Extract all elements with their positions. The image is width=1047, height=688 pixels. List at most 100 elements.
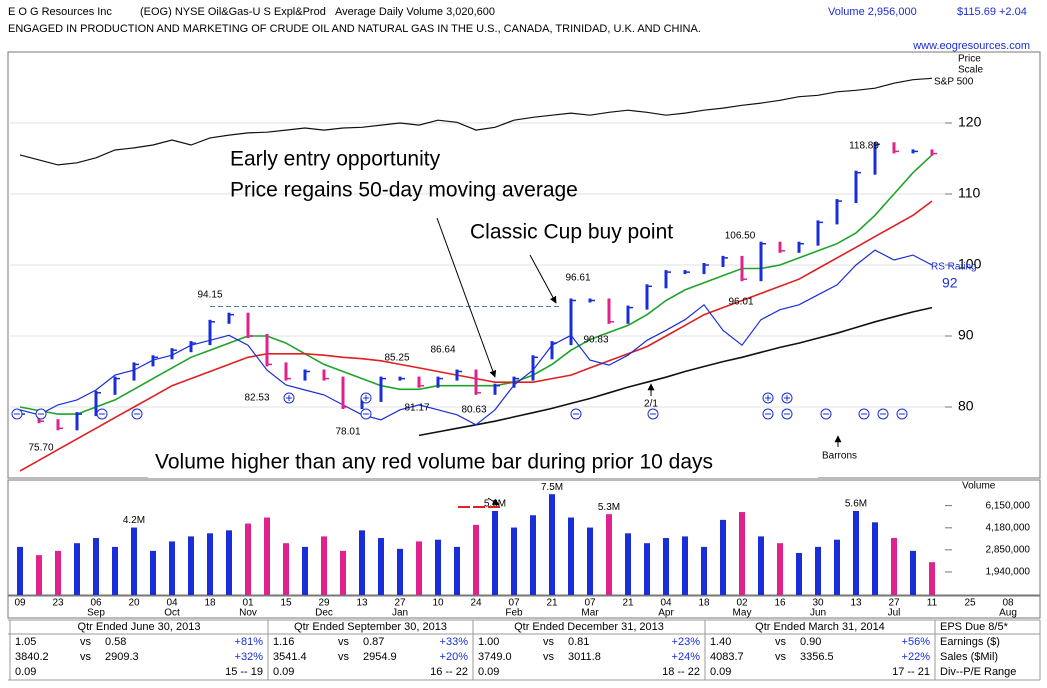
- month-label: May: [733, 608, 752, 619]
- symbol: (EOG) NYSE Oil&Gas-U S Expl&Prod: [140, 6, 326, 18]
- event-marker: [784, 395, 790, 401]
- annotation: Barrons: [822, 451, 857, 462]
- month-label: Aug: [999, 608, 1017, 619]
- moving-average: [418, 306, 933, 437]
- volume-bar: [929, 562, 935, 595]
- table-cell: +33%: [440, 636, 469, 648]
- event-marker: [363, 395, 369, 401]
- arrow: [529, 254, 557, 304]
- volume-bar: [758, 536, 764, 595]
- x-tick-label: 29: [318, 598, 330, 609]
- x-tick-label: 23: [52, 598, 64, 609]
- x-tick-label: 21: [546, 598, 558, 609]
- volume-bar: [74, 543, 80, 595]
- volume-bar: [549, 494, 555, 595]
- volume-bar: [606, 514, 612, 595]
- volume-bar: [720, 519, 726, 595]
- table-cell: vs: [775, 651, 787, 663]
- table-cell: 0.09: [710, 666, 731, 678]
- overlay-line: [19, 249, 933, 426]
- volume-label: 7.5M: [541, 482, 563, 493]
- annotation: Classic Cup buy point: [470, 221, 673, 244]
- price-note: 96.01: [728, 297, 753, 308]
- volume-bar: [188, 536, 194, 595]
- volume-bar: [701, 546, 707, 595]
- volume-bar: [891, 538, 897, 595]
- price-note: 78.01: [335, 427, 360, 438]
- table-cell: 0.09: [273, 666, 294, 678]
- table-cell: 16 -- 22: [430, 666, 468, 678]
- table-cell: 3011.8: [568, 651, 601, 663]
- y-tick-label: 2,850,000: [986, 544, 1031, 555]
- x-tick-label: 09: [14, 598, 26, 609]
- month-label: Dec: [315, 608, 333, 619]
- table-cell: 2909.3: [105, 651, 139, 663]
- volume-bar: [872, 522, 878, 595]
- month-label: Nov: [239, 608, 257, 619]
- x-tick-label: 11: [927, 598, 938, 609]
- table-cell: vs: [338, 651, 350, 663]
- table-cell: 2954.9: [363, 651, 397, 663]
- x-tick-label: 27: [888, 598, 900, 609]
- table-cell: +81%: [235, 636, 264, 648]
- table-cell: 3840.2: [15, 651, 49, 663]
- volume-bar: [321, 536, 327, 595]
- price-note: 80.63: [461, 405, 486, 416]
- table-cell: 3749.0: [478, 651, 512, 663]
- summary-row: Earnings ($): [940, 636, 1000, 648]
- volume-bar: [397, 548, 403, 595]
- month-label: Oct: [164, 608, 180, 619]
- table-cell: 0.58: [105, 636, 126, 648]
- volume-bar: [530, 515, 536, 595]
- volume-bar: [644, 543, 650, 595]
- volume-bar: [777, 543, 783, 595]
- arrow: [487, 497, 500, 506]
- volume-bar: [17, 546, 23, 595]
- volume-bar: [283, 543, 289, 595]
- x-tick-label: 18: [204, 598, 216, 609]
- summary-row: Sales ($Mil): [940, 651, 998, 663]
- table-cell: vs: [80, 651, 92, 663]
- date-axis: [7, 595, 1041, 619]
- annotation-box: [148, 448, 818, 478]
- table-cell: 1.16: [273, 636, 294, 648]
- table-cell: vs: [543, 651, 555, 663]
- volume-bar: [131, 527, 137, 595]
- price: $115.69 +2.04: [957, 6, 1027, 18]
- table-cell: 0.90: [800, 636, 821, 648]
- month-label: Apr: [658, 608, 674, 619]
- quarter-title: Qtr Ended September 30, 2013: [294, 621, 447, 633]
- table-cell: +23%: [672, 636, 701, 648]
- x-tick-label: 30: [812, 598, 824, 609]
- price-note: 118.89: [849, 141, 879, 152]
- y-axis-label: Volume: [962, 481, 996, 492]
- month-label: Sep: [87, 608, 105, 619]
- x-tick-label: 21: [622, 598, 634, 609]
- volume-label: 5.6M: [845, 499, 867, 510]
- company: E O G Resources Inc: [8, 6, 112, 18]
- volume-bar: [302, 546, 308, 595]
- x-tick-label: 20: [128, 598, 140, 609]
- x-tick-label: 16: [774, 598, 786, 609]
- volume-bar: [112, 546, 118, 595]
- volume-panel: [7, 479, 1041, 596]
- table-cell: 4083.7: [710, 651, 744, 663]
- annotation: Price regains 50-day moving average: [230, 179, 578, 202]
- annotation: 2/1: [644, 399, 658, 410]
- quarter-title: Qtr Ended March 31, 2014: [755, 621, 885, 633]
- table-cell: 0.09: [15, 666, 36, 678]
- event-marker: [286, 395, 292, 401]
- volume-bar: [511, 527, 517, 595]
- x-tick-label: 25: [964, 598, 976, 609]
- table-cell: vs: [80, 636, 92, 648]
- y-tick-label: 110: [958, 185, 981, 201]
- event-marker: [765, 395, 771, 401]
- table-cell: vs: [775, 636, 787, 648]
- table-cell: +20%: [440, 651, 469, 663]
- volume-bar: [568, 517, 574, 595]
- x-tick-label: 04: [660, 598, 672, 609]
- price-note: 75.70: [28, 443, 53, 454]
- annotation: Volume higher than any red volume bar du…: [155, 451, 713, 474]
- price-note: 96.61: [565, 273, 590, 284]
- table-cell: 1.40: [710, 636, 731, 648]
